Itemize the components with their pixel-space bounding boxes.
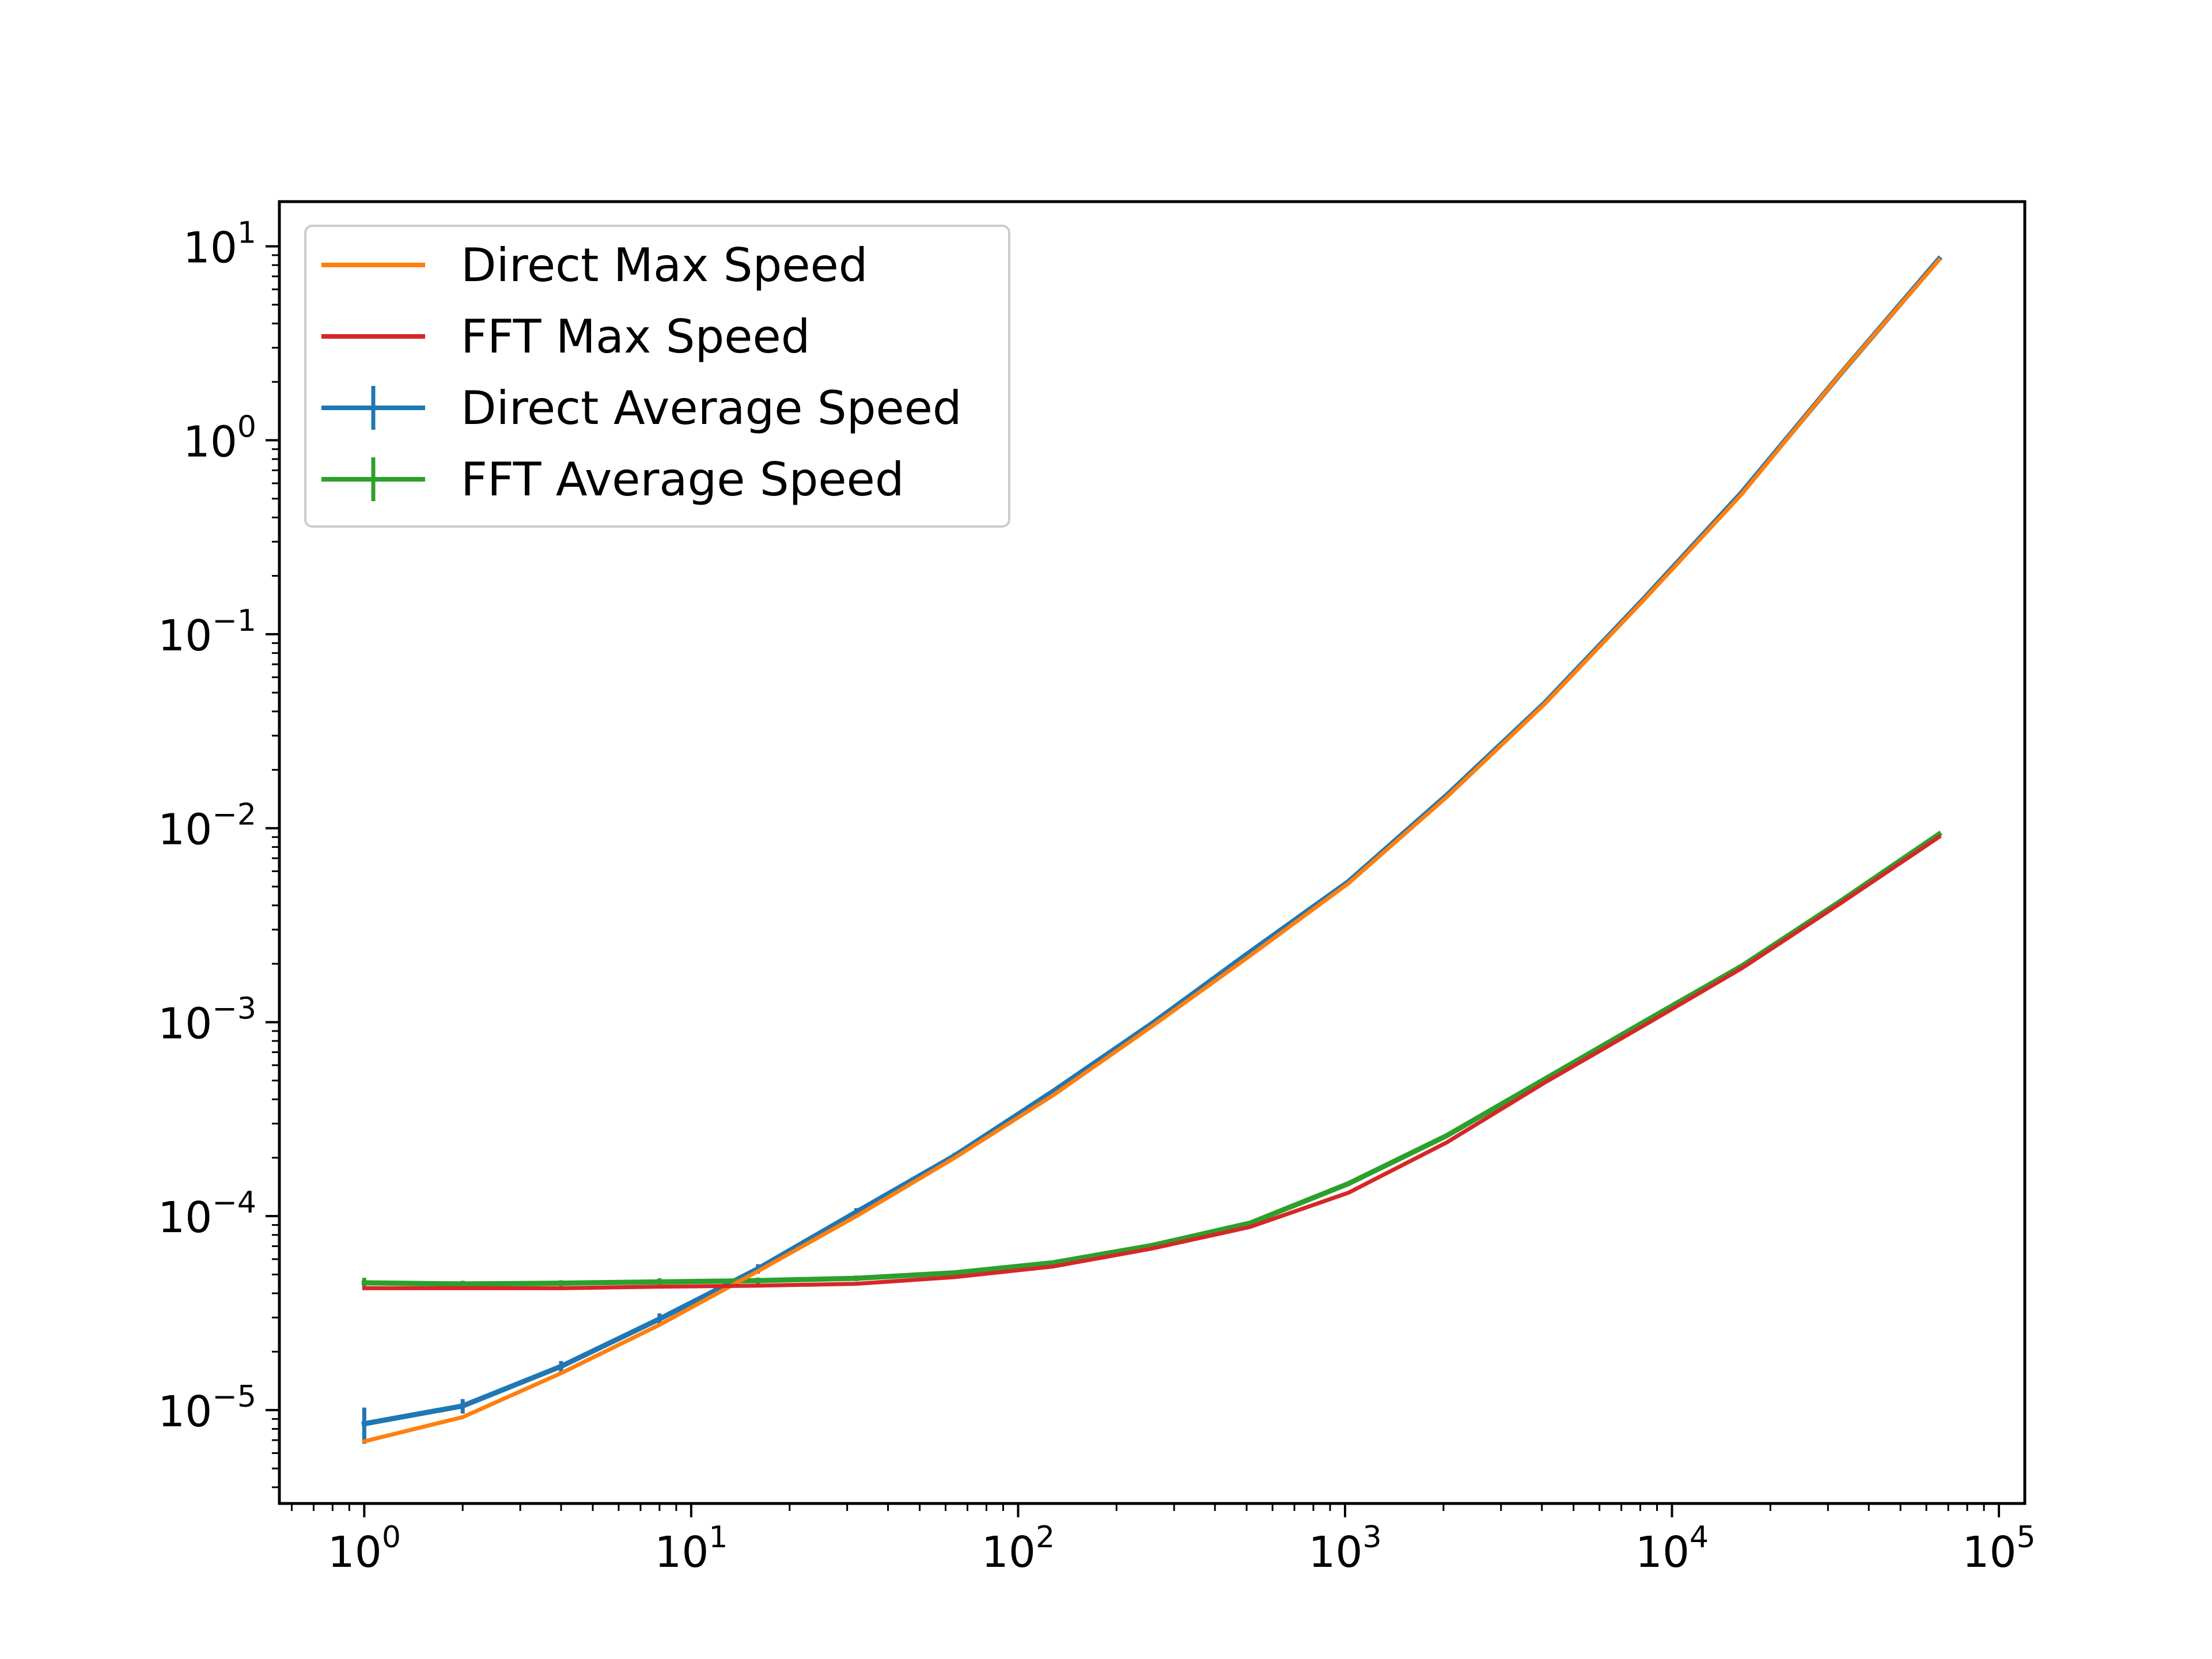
x-axis: 100 101 102 103 104 105 bbox=[290, 1503, 2036, 1577]
x-tick-label: 104 bbox=[1635, 1520, 1709, 1577]
series-line bbox=[361, 831, 1943, 1287]
y-tick-label: 10−2 bbox=[158, 798, 256, 855]
series-line bbox=[362, 834, 1942, 1290]
x-tick-label: 105 bbox=[1962, 1520, 2035, 1577]
legend-item: FFT Average Speed bbox=[321, 453, 904, 506]
y-tick-label: 10−3 bbox=[158, 991, 256, 1048]
y-tick-label: 101 bbox=[183, 216, 256, 273]
legend-box bbox=[304, 225, 1010, 528]
y-tick-label: 10−4 bbox=[158, 1185, 256, 1243]
legend-label: FFT Average Speed bbox=[461, 453, 904, 506]
legend-item: Direct Average Speed bbox=[321, 381, 962, 435]
series-line bbox=[362, 257, 1942, 1444]
x-tick-label: 103 bbox=[1308, 1520, 1381, 1577]
legend: Direct Max Speed FFT Max Speed Direct Aver… bbox=[304, 225, 1010, 528]
y-tick-label: 100 bbox=[183, 410, 256, 467]
legend-item: Direct Max Speed bbox=[321, 238, 868, 292]
legend-label: Direct Average Speed bbox=[461, 381, 962, 435]
y-tick-label: 10−1 bbox=[158, 604, 256, 661]
x-tick-label: 102 bbox=[982, 1520, 1055, 1577]
legend-item: FFT Max Speed bbox=[321, 310, 810, 363]
series-direct-max-speed bbox=[362, 257, 1942, 1444]
y-tick-label: 10−5 bbox=[158, 1380, 256, 1437]
x-tick-label: 100 bbox=[328, 1520, 401, 1577]
legend-label: FFT Max Speed bbox=[461, 310, 810, 363]
series-fft-max-speed bbox=[362, 834, 1942, 1290]
y-axis: 10−5 10−4 10−3 10−2 10−1 100 101 bbox=[158, 216, 279, 1488]
x-tick-label: 101 bbox=[654, 1520, 728, 1577]
series-layer bbox=[361, 255, 1943, 1444]
plot-frame bbox=[278, 200, 2027, 1505]
legend-label: Direct Max Speed bbox=[461, 238, 868, 292]
